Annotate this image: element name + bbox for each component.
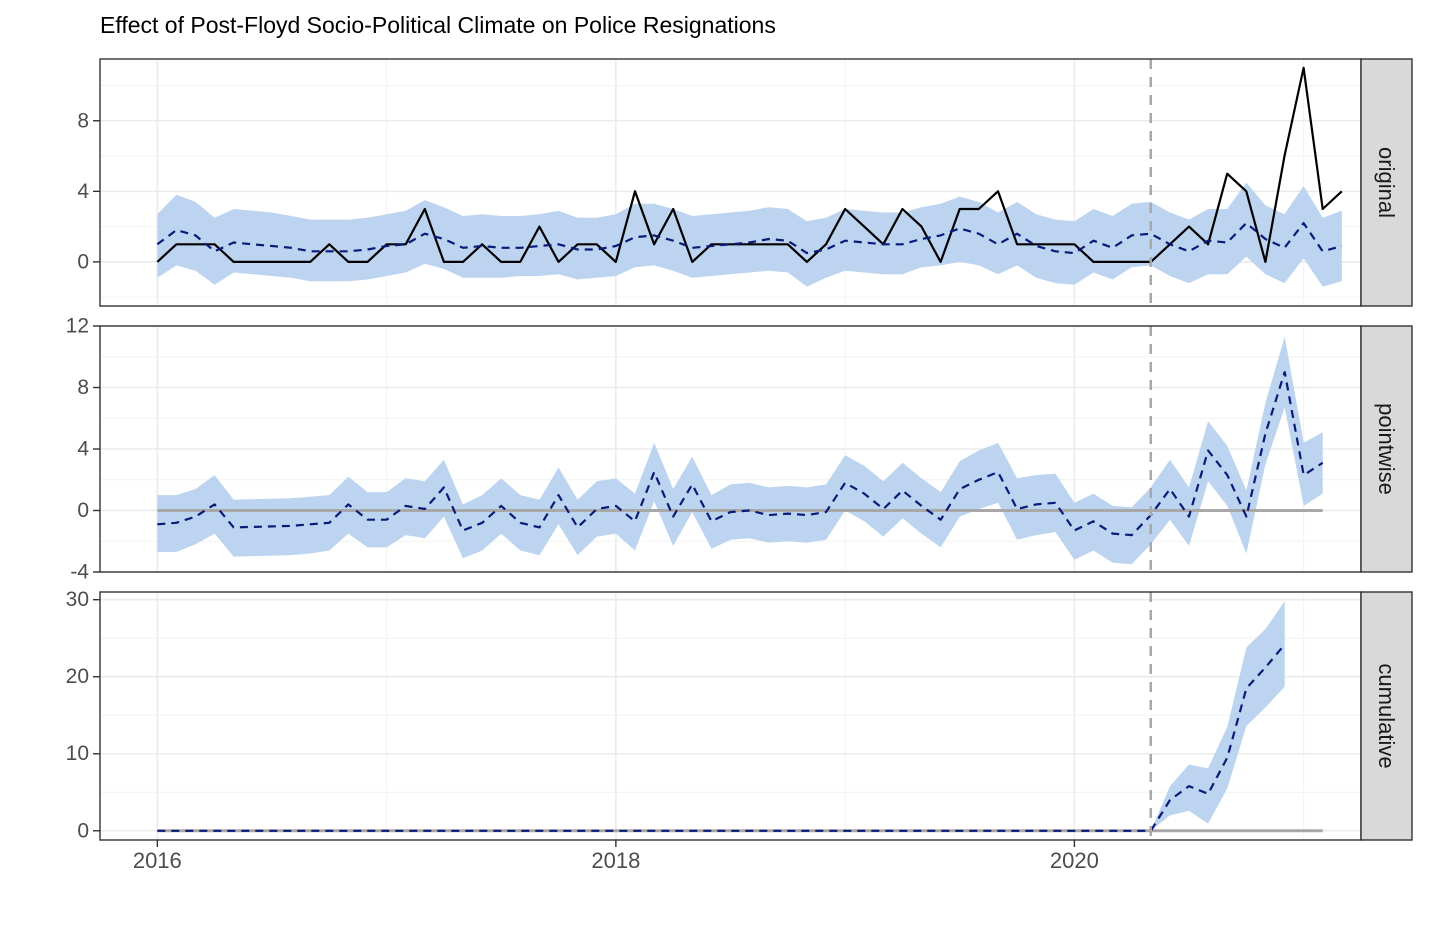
- y-tick-label: 4: [77, 180, 89, 203]
- panel-cumulative: cumulative 0 10 20 30: [66, 588, 1413, 842]
- y-tick-label: 20: [66, 665, 89, 688]
- x-tick-label: 2018: [591, 848, 640, 873]
- y-tick-label: 10: [66, 742, 89, 765]
- y-tick-label: -4: [70, 561, 89, 584]
- confidence-band: [157, 336, 1323, 565]
- y-tick-label: 0: [77, 250, 89, 273]
- facet-strip: [1360, 58, 1413, 307]
- y-tick-label: 0: [77, 499, 89, 522]
- facet-strip: [1360, 591, 1413, 841]
- panel-plot-area: [156, 66, 1343, 287]
- chart-title: Effect of Post-Floyd Socio-Political Cli…: [100, 12, 776, 38]
- y-tick-label: 8: [77, 109, 89, 132]
- y-tick-label: 12: [66, 315, 89, 338]
- y-tick-label: 30: [66, 588, 89, 611]
- predicted-line: [157, 371, 1324, 537]
- panel-original: original 0 4 8: [77, 58, 1413, 307]
- x-tick-label: 2020: [1050, 848, 1099, 873]
- facet-strip-label: original: [1374, 147, 1399, 218]
- facet-strip: [1360, 325, 1413, 573]
- panel-plot-area: [157, 336, 1324, 565]
- y-tick-label: 0: [77, 819, 89, 842]
- y-tick-label: 8: [77, 376, 89, 399]
- predicted-line: [156, 222, 1343, 255]
- observed-line: [156, 66, 1343, 263]
- confidence-band: [157, 182, 1342, 287]
- facet-strip-label: cumulative: [1374, 663, 1399, 768]
- x-tick-label: 2016: [133, 848, 182, 873]
- confidence-band: [157, 601, 1285, 831]
- facet-strip-label: pointwise: [1374, 403, 1399, 495]
- predicted-line: [157, 643, 1286, 832]
- panel-plot-area: [157, 601, 1323, 833]
- y-tick-label: 4: [77, 438, 89, 461]
- panel-pointwise: pointwise -4 0 4 8 12: [66, 315, 1413, 584]
